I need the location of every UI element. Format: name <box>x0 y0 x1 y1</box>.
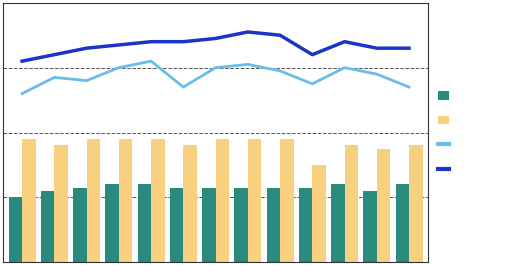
Bar <box>119 139 132 262</box>
Bar <box>215 139 229 262</box>
Bar <box>234 188 247 262</box>
Bar <box>279 139 293 262</box>
Bar <box>87 139 100 262</box>
Bar <box>169 188 183 262</box>
Bar <box>362 191 376 262</box>
Bar <box>247 139 261 262</box>
Bar <box>54 145 68 262</box>
Bar <box>105 184 119 262</box>
Bar <box>408 145 422 262</box>
Bar <box>183 145 196 262</box>
Bar <box>395 184 408 262</box>
Bar <box>22 139 36 262</box>
Bar <box>73 188 87 262</box>
Bar <box>9 197 22 262</box>
Bar <box>266 188 279 262</box>
Bar <box>344 145 357 262</box>
Bar <box>202 188 215 262</box>
Legend: , , , : , , , <box>437 91 449 174</box>
Bar <box>330 184 344 262</box>
Bar <box>298 188 312 262</box>
Bar <box>137 184 151 262</box>
Bar <box>151 139 164 262</box>
Bar <box>41 191 54 262</box>
Bar <box>312 165 325 262</box>
Bar <box>376 149 389 262</box>
